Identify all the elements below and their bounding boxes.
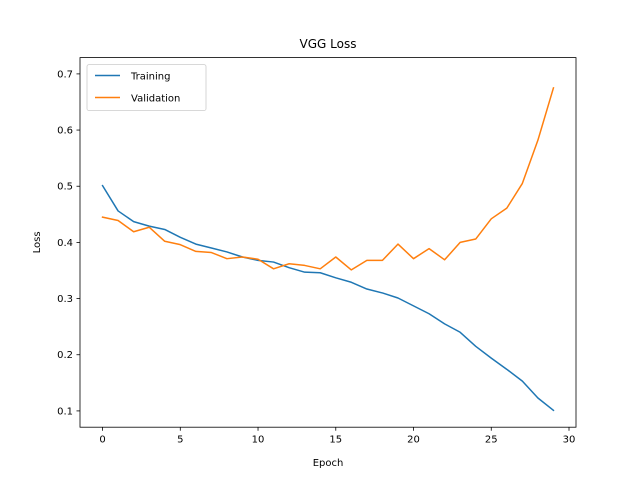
y-tick-label: 0.1: [57, 406, 73, 417]
y-axis-ticks: 0.1 0.2 0.3 0.4 0.5 0.6 0.7: [57, 69, 80, 417]
x-tick-label: 15: [329, 435, 342, 446]
y-tick-label: 0.6: [57, 126, 73, 137]
x-tick-label: 5: [177, 435, 183, 446]
x-tick-label: 10: [252, 435, 265, 446]
series-layer: [101, 86, 555, 412]
y-tick-label: 0.3: [57, 294, 73, 305]
y-tick-label: 0.7: [57, 69, 73, 80]
x-tick-label: 0: [99, 435, 105, 446]
series-line-training: [101, 184, 555, 412]
x-tick-label: 25: [485, 435, 498, 446]
y-tick-label: 0.5: [57, 182, 73, 193]
plot-area: [80, 57, 576, 428]
y-axis-label: Loss: [32, 231, 43, 253]
chart-title: VGG Loss: [300, 37, 357, 51]
x-axis-label: Epoch: [313, 458, 344, 469]
y-tick-label: 0.4: [57, 238, 73, 249]
x-tick-label: 20: [407, 435, 420, 446]
x-axis-ticks: 0 5 10 15 20 25 30: [99, 427, 575, 446]
y-tick-label: 0.2: [57, 350, 73, 361]
legend: Training Validation: [86, 64, 207, 111]
x-tick-label: 30: [563, 435, 576, 446]
legend-label-training: Training: [130, 72, 170, 83]
series-line-validation: [101, 86, 555, 271]
legend-label-validation: Validation: [131, 94, 180, 105]
